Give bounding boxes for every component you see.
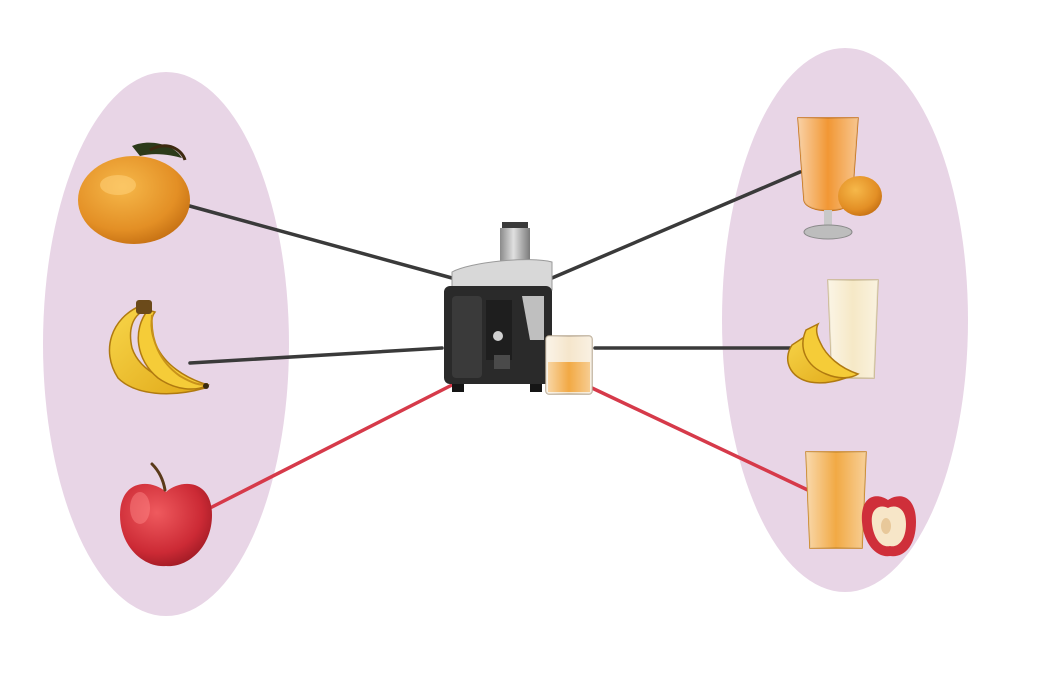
- mapping-lines: [184, 170, 814, 509]
- link-mango-to-juicer: [184, 203, 454, 280]
- banana-juice-icon: [787, 279, 879, 384]
- link-juicer-to-apple-juice: [590, 386, 814, 494]
- link-banana-to-juicer: [188, 346, 444, 365]
- apple-juice-icon: [805, 451, 916, 557]
- banana-icon: [108, 300, 210, 395]
- apple-icon: [120, 462, 212, 567]
- mango-icon: [78, 142, 190, 244]
- link-apple-to-juicer: [210, 383, 454, 509]
- juicer-icon: [444, 222, 593, 395]
- mango-juice-icon: [797, 117, 882, 240]
- link-juicer-to-mango-juice: [550, 170, 802, 280]
